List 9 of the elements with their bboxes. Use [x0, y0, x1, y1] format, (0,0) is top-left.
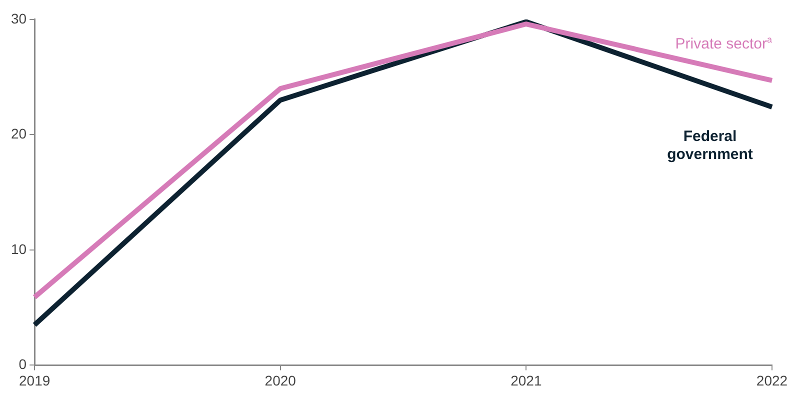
x-tick-label: 2020: [264, 372, 296, 388]
x-tick-label: 2019: [18, 372, 50, 388]
x-tick-label: 2021: [510, 372, 542, 388]
x-tick-label: 2022: [756, 372, 788, 388]
y-tick-label: 10: [10, 240, 27, 257]
series-label: Federal government: [667, 128, 753, 164]
y-tick-label: 30: [10, 10, 27, 26]
y-tick-label: 20: [10, 126, 27, 142]
y-tick-label: 0: [18, 356, 27, 372]
